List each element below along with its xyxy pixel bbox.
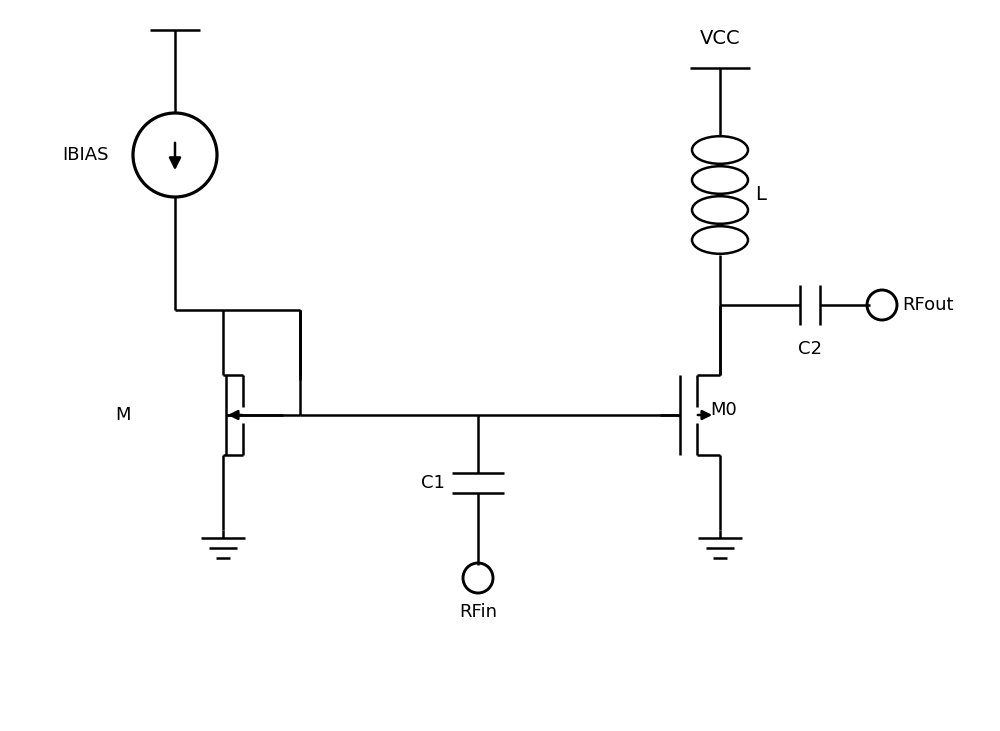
- Text: M0: M0: [710, 401, 737, 419]
- Text: RFout: RFout: [902, 296, 954, 314]
- Text: C2: C2: [798, 340, 822, 358]
- Text: C1: C1: [421, 474, 445, 492]
- Text: IBIAS: IBIAS: [62, 146, 108, 164]
- Text: M: M: [115, 406, 130, 424]
- Text: RFin: RFin: [459, 603, 497, 621]
- Text: L: L: [755, 186, 766, 205]
- Text: VCC: VCC: [700, 29, 740, 48]
